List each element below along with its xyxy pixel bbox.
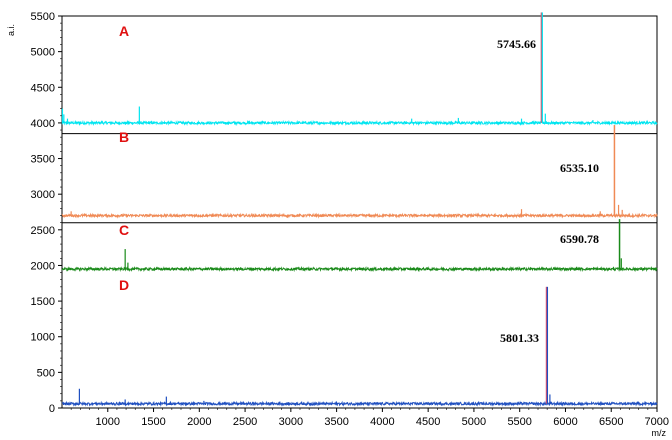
y-tick-label: 5000 xyxy=(31,47,55,59)
x-tick-label: 2500 xyxy=(233,416,257,428)
x-tick-label: 3000 xyxy=(279,416,303,428)
trace-baseline-A xyxy=(61,119,658,127)
y-tick-label: 1000 xyxy=(31,332,55,344)
plot-frame xyxy=(61,15,658,409)
peak-mz-label-A: 5745.66 xyxy=(497,37,536,51)
y-tick-label: 0 xyxy=(49,403,55,415)
panel-label-D: D xyxy=(119,277,129,293)
panel-label-C: C xyxy=(119,222,129,238)
x-tick-label: 5000 xyxy=(462,416,486,428)
x-tick-label: 4000 xyxy=(370,416,394,428)
trace-baseline-C xyxy=(61,265,658,273)
x-axis-label: m/z xyxy=(652,428,667,438)
y-tick-label: 2000 xyxy=(31,260,55,272)
panel-label-A: A xyxy=(119,23,129,39)
y-tick-label: 3000 xyxy=(31,189,55,201)
y-tick-label: 500 xyxy=(37,367,55,379)
x-tick-label: 6500 xyxy=(599,416,623,428)
x-tick-label: 4500 xyxy=(416,416,440,428)
y-tick-label: 3500 xyxy=(31,154,55,166)
y-tick-label: 2500 xyxy=(31,225,55,237)
x-tick-label: 3500 xyxy=(324,416,348,428)
trace-baseline-D xyxy=(61,400,658,407)
peak-mz-label-D: 5801.33 xyxy=(500,331,539,345)
peak-mz-label-C: 6590.78 xyxy=(560,232,599,246)
y-tick-label: 1500 xyxy=(31,296,55,308)
panel-label-B: B xyxy=(119,129,129,145)
axes: 0 500 1000 1500 2000 2500 3000 3500 4000 4500 5000… xyxy=(6,11,669,438)
y-axis-label: a.i. xyxy=(6,24,16,36)
peak-mz-label-B: 6535.10 xyxy=(560,161,599,175)
annotations: A 5745.66 B 6535.10 C 6590.78 D 5801.33 xyxy=(119,23,599,345)
x-tick-label: 2000 xyxy=(187,416,211,428)
x-tick-label: 1500 xyxy=(141,416,165,428)
y-tick-label: 4500 xyxy=(31,82,55,94)
spectrum-traces xyxy=(61,12,658,407)
x-tick-label: 1000 xyxy=(96,416,120,428)
x-tick-label: 7000 xyxy=(645,416,669,428)
trace-baseline-B xyxy=(61,212,658,219)
y-tick-label: 5500 xyxy=(31,11,55,23)
x-tick-label: 6000 xyxy=(553,416,577,428)
y-tick-label: 4000 xyxy=(31,118,55,130)
x-tick-label: 5500 xyxy=(507,416,531,428)
